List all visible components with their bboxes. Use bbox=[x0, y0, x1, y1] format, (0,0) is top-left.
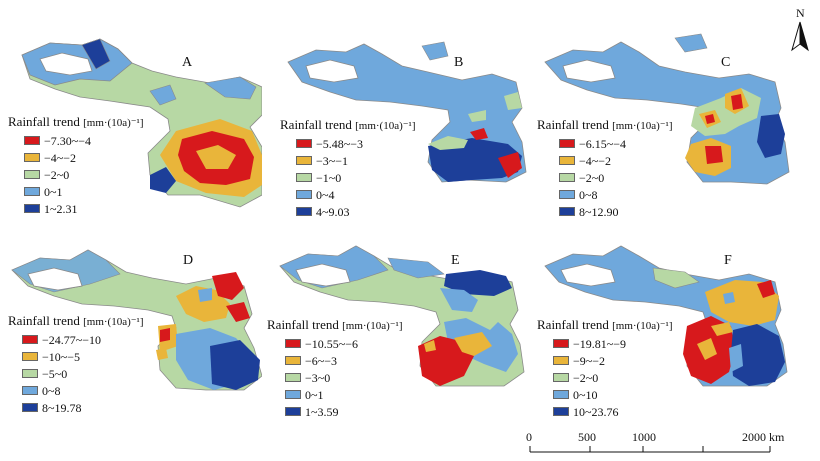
legend-title-a: Rainfall trend [mm·(10a)⁻¹] bbox=[8, 114, 144, 129]
legend-title-d: Rainfall trend [mm·(10a)⁻¹] bbox=[8, 313, 144, 328]
region-map-f bbox=[544, 245, 788, 387]
legend-item: 4~9.03 bbox=[296, 203, 416, 220]
legend-item: −3~0 bbox=[285, 369, 403, 386]
legend-item: −24.77~−10 bbox=[22, 331, 144, 348]
map-panel-a: A Rainfall trend [mm·(10a)⁻¹] −7.30~−4 −… bbox=[0, 35, 262, 243]
legend-item: 8~19.78 bbox=[22, 399, 144, 416]
legend-c: Rainfall trend [mm·(10a)⁻¹] −6.15~−4 −4~… bbox=[537, 118, 673, 220]
legend-item: −19.81~−9 bbox=[553, 335, 673, 352]
legend-item: 8~12.90 bbox=[559, 203, 673, 220]
legend-item: −10~−5 bbox=[22, 348, 144, 365]
legend-item: −3~−1 bbox=[296, 152, 416, 169]
legend-item: 0~8 bbox=[22, 382, 144, 399]
legend-item: 1~3.59 bbox=[285, 403, 403, 420]
panel-letter-a: A bbox=[182, 55, 193, 70]
legend-item: −2~0 bbox=[559, 169, 673, 186]
legend-item: −10.55~−6 bbox=[285, 335, 403, 352]
legend-item: −7.30~−4 bbox=[24, 132, 144, 149]
trend-zones bbox=[428, 128, 522, 182]
legend-item: −1~0 bbox=[296, 169, 416, 186]
north-arrow-icon bbox=[791, 21, 809, 52]
north-arrow: N bbox=[786, 4, 816, 56]
region-map-c bbox=[544, 33, 790, 185]
map-panel-c: C Rainfall trend [mm·(10a)⁻¹] −6.15~−4 −… bbox=[535, 22, 797, 230]
legend-item: −5~0 bbox=[22, 365, 144, 382]
legend-title-e: Rainfall trend [mm·(10a)⁻¹] bbox=[267, 317, 403, 332]
trend-zones bbox=[683, 280, 785, 386]
legend-f: Rainfall trend [mm·(10a)⁻¹] −19.81~−9 −9… bbox=[537, 318, 673, 420]
legend-item: 0~8 bbox=[559, 186, 673, 203]
panel-letter-f: F bbox=[724, 253, 732, 268]
legend-title-c: Rainfall trend [mm·(10a)⁻¹] bbox=[537, 117, 673, 132]
legend-e: Rainfall trend [mm·(10a)⁻¹] −10.55~−6 −6… bbox=[267, 318, 403, 420]
region-map-d bbox=[11, 249, 262, 391]
legend-item: −9~−2 bbox=[553, 352, 673, 369]
legend-item: −6.15~−4 bbox=[559, 135, 673, 152]
region-map-b bbox=[287, 41, 527, 183]
scale-label-500: 500 bbox=[578, 430, 596, 444]
map-panel-b: B Rainfall trend [mm·(10a)⁻¹] −5.48~−3 −… bbox=[272, 22, 534, 230]
legend-item: 0~4 bbox=[296, 186, 416, 203]
scale-bar-line bbox=[529, 446, 771, 453]
legend-a: Rainfall trend [mm·(10a)⁻¹] −7.30~−4 −4~… bbox=[8, 115, 144, 217]
region-map-e bbox=[279, 245, 525, 387]
trend-zones bbox=[685, 88, 785, 176]
legend-b: Rainfall trend [mm·(10a)⁻¹] −5.48~−3 −3~… bbox=[280, 118, 416, 220]
legend-item: −2~0 bbox=[553, 369, 673, 386]
legend-item: −5.48~−3 bbox=[296, 135, 416, 152]
trend-zones bbox=[418, 270, 518, 386]
panel-letter-b: B bbox=[454, 55, 464, 70]
panel-letter-d: D bbox=[183, 253, 194, 268]
legend-item: 1~2.31 bbox=[24, 200, 144, 217]
legend-item: −4~−2 bbox=[559, 152, 673, 169]
scale-label-2000: 2000 km bbox=[742, 430, 785, 444]
trend-zones bbox=[156, 272, 260, 390]
region-map-a bbox=[21, 38, 262, 208]
panel-letter-e: E bbox=[451, 253, 460, 268]
north-label: N bbox=[796, 6, 805, 20]
legend-title-f: Rainfall trend [mm·(10a)⁻¹] bbox=[537, 317, 673, 332]
legend-item: −2~0 bbox=[24, 166, 144, 183]
scale-bar: 0 500 1000 2000 km bbox=[520, 425, 815, 461]
legend-item: −4~−2 bbox=[24, 149, 144, 166]
legend-item: 10~23.76 bbox=[553, 403, 673, 420]
trend-zones bbox=[150, 119, 262, 197]
legend-item: 0~1 bbox=[24, 183, 144, 200]
scale-label-0: 0 bbox=[526, 430, 532, 444]
legend-title-b: Rainfall trend [mm·(10a)⁻¹] bbox=[280, 117, 416, 132]
map-panel-d: D Rainfall trend [mm·(10a)⁻¹] −24.77~−10… bbox=[0, 230, 262, 438]
legend-item: 0~1 bbox=[285, 386, 403, 403]
legend-item: 0~10 bbox=[553, 386, 673, 403]
scale-label-1000: 1000 bbox=[632, 430, 656, 444]
map-panel-f: F Rainfall trend [mm·(10a)⁻¹] −19.81~−9 … bbox=[535, 226, 797, 434]
panel-letter-c: C bbox=[721, 55, 731, 70]
map-panel-e: E Rainfall trend [mm·(10a)⁻¹] −10.55~−6 … bbox=[267, 226, 530, 434]
legend-d: Rainfall trend [mm·(10a)⁻¹] −24.77~−10 −… bbox=[8, 314, 144, 416]
legend-item: −6~−3 bbox=[285, 352, 403, 369]
